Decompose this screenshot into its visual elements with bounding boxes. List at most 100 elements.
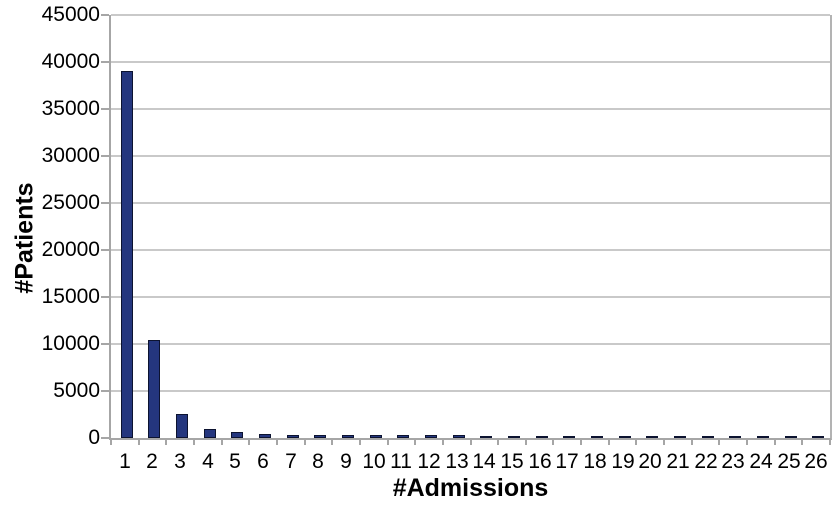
- bar-admissions-6: [259, 434, 271, 438]
- y-gridline: [111, 155, 830, 157]
- bar-admissions-4: [204, 429, 216, 438]
- bar-admissions-2: [148, 340, 160, 438]
- y-tick-label: 40000: [41, 50, 100, 73]
- bar-admissions-17: [563, 436, 575, 438]
- bar-admissions-8: [314, 435, 326, 438]
- x-axis-tick: [470, 438, 472, 445]
- x-axis-tick: [110, 438, 112, 445]
- x-axis-tick: [552, 438, 554, 445]
- bar-admissions-26: [812, 436, 824, 438]
- x-tick-label: 12: [417, 450, 441, 473]
- x-tick-label: 23: [721, 450, 745, 473]
- y-gridline: [111, 296, 830, 298]
- x-tick-label: 11: [390, 450, 412, 473]
- bar-admissions-22: [702, 436, 714, 438]
- x-tick-label: 25: [777, 450, 801, 473]
- y-gridline: [111, 61, 830, 63]
- x-axis-tick: [497, 438, 499, 445]
- bar-admissions-11: [397, 435, 409, 438]
- y-tick-label: 0: [88, 426, 100, 449]
- x-axis-tick: [387, 438, 389, 445]
- x-axis-tick: [635, 438, 637, 445]
- y-gridline: [111, 249, 830, 251]
- x-axis-tick: [718, 438, 720, 445]
- x-axis-tick: [829, 438, 831, 445]
- y-gridline: [111, 202, 830, 204]
- y-tick-label: 30000: [41, 144, 100, 167]
- bar-admissions-20: [646, 436, 658, 438]
- bar-admissions-21: [674, 436, 686, 438]
- bar-admissions-9: [342, 435, 354, 438]
- x-tick-label: 2: [146, 450, 158, 473]
- bar-admissions-5: [231, 432, 243, 438]
- bar-admissions-25: [785, 436, 797, 438]
- x-axis-tick: [774, 438, 776, 445]
- y-gridline: [111, 343, 830, 345]
- y-axis-tick: [101, 249, 109, 251]
- x-tick-label: 16: [528, 450, 552, 473]
- bar-admissions-1: [121, 71, 133, 438]
- x-axis-tick: [193, 438, 195, 445]
- x-axis-tick: [442, 438, 444, 445]
- x-axis-tick: [525, 438, 527, 445]
- y-axis-tick: [101, 343, 109, 345]
- x-tick-label: 3: [174, 450, 186, 473]
- x-axis-tick: [746, 438, 748, 445]
- x-axis-tick: [304, 438, 306, 445]
- y-tick-label: 45000: [41, 3, 100, 26]
- y-tick-label: 35000: [41, 97, 100, 120]
- x-axis-title: #Admissions: [392, 474, 549, 502]
- x-axis-tick: [138, 438, 140, 445]
- x-tick-label: 13: [445, 450, 469, 473]
- y-tick-label: 10000: [41, 332, 100, 355]
- y-axis-tick: [101, 437, 109, 439]
- x-tick-label: 15: [500, 450, 524, 473]
- x-tick-label: 14: [472, 450, 496, 473]
- x-axis-tick: [165, 438, 167, 445]
- y-axis-tick: [101, 202, 109, 204]
- plot-area: [109, 14, 832, 440]
- x-axis-tick: [248, 438, 250, 445]
- x-axis-tick: [331, 438, 333, 445]
- x-tick-label: 6: [257, 450, 269, 473]
- y-tick-label: 20000: [41, 238, 100, 261]
- x-axis-tick: [691, 438, 693, 445]
- bar-admissions-16: [536, 436, 548, 438]
- x-tick-label: 7: [285, 450, 297, 473]
- bar-admissions-24: [757, 436, 769, 438]
- x-tick-label: 18: [583, 450, 607, 473]
- bar-admissions-13: [453, 435, 465, 438]
- y-tick-label: 15000: [41, 285, 100, 308]
- x-axis-tick: [580, 438, 582, 445]
- x-tick-label: 9: [340, 450, 352, 473]
- x-tick-label: 10: [362, 450, 386, 473]
- y-gridline: [111, 14, 830, 16]
- x-tick-label: 4: [202, 450, 214, 473]
- x-tick-label: 21: [666, 450, 690, 473]
- y-axis-tick: [101, 155, 109, 157]
- y-axis-tick: [101, 108, 109, 110]
- y-axis-tick: [101, 14, 109, 16]
- y-tick-label: 5000: [53, 379, 100, 402]
- x-axis-tick: [801, 438, 803, 445]
- x-axis-tick: [414, 438, 416, 445]
- x-tick-label: 20: [638, 450, 662, 473]
- bar-admissions-18: [591, 436, 603, 438]
- y-axis-tick: [101, 296, 109, 298]
- x-axis-tick: [276, 438, 278, 445]
- y-gridline: [111, 390, 830, 392]
- x-axis-tick: [608, 438, 610, 445]
- bar-admissions-14: [480, 436, 492, 438]
- bar-admissions-7: [287, 435, 299, 438]
- x-tick-label: 24: [749, 450, 773, 473]
- y-axis-tick: [101, 390, 109, 392]
- bar-admissions-19: [619, 436, 631, 438]
- bar-admissions-3: [176, 414, 188, 438]
- bar-admissions-10: [370, 435, 382, 438]
- x-tick-label: 22: [694, 450, 718, 473]
- bar-admissions-23: [729, 436, 741, 438]
- x-tick-label: 8: [312, 450, 324, 473]
- y-gridline: [111, 108, 830, 110]
- x-tick-label: 19: [611, 450, 635, 473]
